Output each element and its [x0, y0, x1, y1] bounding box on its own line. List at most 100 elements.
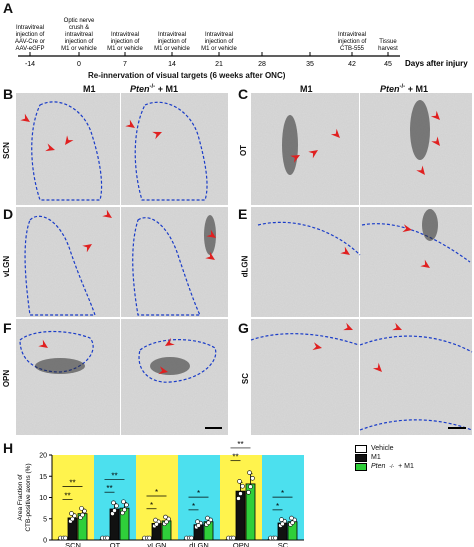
- panel-label-e: E: [238, 206, 248, 222]
- data-point: [280, 521, 285, 527]
- timeline-day-label: 35: [306, 61, 314, 68]
- red-arrowhead: [330, 128, 340, 138]
- region-outline: [359, 419, 473, 431]
- timeline-event-text: M1 or vehicle: [107, 46, 143, 52]
- x-tick-label: dLGN: [189, 541, 209, 547]
- red-arrowhead: [102, 209, 112, 218]
- significance-label: **: [237, 440, 243, 449]
- col-header-pten-left: Pten-/- + M1: [130, 84, 178, 94]
- significance-label: *: [150, 501, 153, 510]
- red-arrowhead: [308, 150, 318, 159]
- red-arrowhead: [206, 229, 216, 238]
- red-arrowhead: [158, 366, 168, 375]
- data-point: [124, 502, 129, 508]
- legend-item-m1: M1: [355, 453, 414, 462]
- micrograph-texture: [121, 319, 228, 435]
- data-point: [112, 508, 117, 513]
- data-point: [206, 520, 211, 525]
- data-point: [80, 512, 85, 518]
- region-outline: [361, 223, 471, 263]
- micrograph-texture: [16, 93, 120, 205]
- red-arrowhead: [312, 342, 322, 351]
- data-point: [273, 535, 278, 541]
- micrograph-texture: [251, 207, 359, 317]
- red-arrowhead: [416, 165, 425, 175]
- data-point: [111, 500, 116, 506]
- red-arrowhead: [343, 322, 353, 331]
- axon-signal: [282, 115, 298, 175]
- red-arrowhead: [205, 251, 215, 260]
- timeline-event-text: Tissue: [379, 39, 397, 45]
- data-point: [195, 519, 200, 524]
- chart-legend: Vehicle M1 Pten -/- + M1: [355, 444, 414, 471]
- timeline-event-text: Optic nerve: [64, 18, 95, 24]
- col-header-m1-right: M1: [300, 84, 313, 94]
- significance-label: **: [232, 453, 238, 462]
- data-point: [164, 519, 169, 525]
- data-point: [82, 508, 87, 514]
- red-arrowhead: [430, 110, 440, 120]
- region-outline: [134, 101, 208, 201]
- x-tick-label: OPN: [233, 541, 249, 547]
- micrograph-texture: [360, 319, 472, 435]
- red-arrowhead: [125, 119, 135, 128]
- timeline-event-text: injection of: [65, 39, 94, 45]
- timeline-event-text: injection of: [158, 39, 187, 45]
- data-point: [248, 484, 253, 490]
- y-tick-label: 5: [43, 516, 47, 523]
- legend-item-vehicle: Vehicle: [355, 444, 414, 453]
- timeline-event-text: injection of: [205, 39, 234, 45]
- axon-signal: [422, 209, 438, 241]
- significance-label: **: [69, 479, 75, 488]
- panel-label-a: A: [3, 0, 14, 16]
- timeline-event-text: harvest: [378, 46, 398, 52]
- timeline-event-text: injection of: [111, 39, 140, 45]
- y-axis-label: CTB-positive axons (%): [25, 463, 32, 531]
- red-arrowhead: [65, 135, 74, 145]
- red-arrowhead: [392, 322, 402, 331]
- data-point: [250, 475, 255, 481]
- red-arrowhead: [420, 259, 430, 268]
- data-point: [120, 510, 125, 516]
- panel-label-g: G: [238, 320, 249, 336]
- panel-label-c: C: [238, 86, 249, 102]
- data-point: [231, 535, 236, 541]
- red-arrowhead: [45, 143, 55, 152]
- y-tick-label: 15: [39, 474, 47, 481]
- red-arrowhead: [290, 155, 300, 163]
- timeline-event-text: injection of: [338, 39, 367, 45]
- panel-label-d: D: [3, 206, 14, 222]
- timeline-event-text: injection of: [16, 32, 45, 38]
- red-arrowhead: [340, 246, 350, 255]
- region-outline: [24, 215, 96, 316]
- timeline-diagram: -14 0 7 14 21 28 35 42 45 Days after injury Intrav…: [15, 18, 468, 68]
- data-point: [79, 506, 84, 511]
- data-point: [70, 516, 75, 522]
- timeline-day-label: 0: [77, 61, 81, 68]
- col-header-pten-right: Pten-/- + M1: [380, 84, 428, 94]
- data-point: [196, 523, 201, 528]
- microscopy-grid: [16, 93, 473, 435]
- region-outline: [19, 330, 94, 373]
- timeline-day-label: 28: [258, 61, 266, 68]
- timeline-event-text: Intravitreal: [158, 32, 186, 38]
- data-point: [240, 483, 245, 489]
- region-outline: [138, 339, 217, 383]
- axon-signal: [150, 357, 190, 375]
- data-point: [247, 470, 252, 475]
- data-point: [236, 496, 241, 501]
- significance-label: **: [64, 491, 70, 500]
- timeline-day-label: 45: [384, 61, 392, 68]
- col-header-m1-left: M1: [83, 84, 96, 94]
- red-arrowhead: [38, 339, 48, 348]
- data-point: [290, 520, 295, 525]
- significance-label: *: [192, 502, 195, 511]
- y-axis-label: Area Fraction of: [17, 474, 24, 520]
- data-point: [69, 511, 74, 516]
- red-arrowhead: [431, 136, 440, 146]
- data-point: [121, 499, 126, 505]
- region-outline: [31, 101, 103, 201]
- panel-label-h: H: [3, 440, 14, 456]
- data-point: [63, 535, 68, 541]
- data-point: [105, 535, 110, 541]
